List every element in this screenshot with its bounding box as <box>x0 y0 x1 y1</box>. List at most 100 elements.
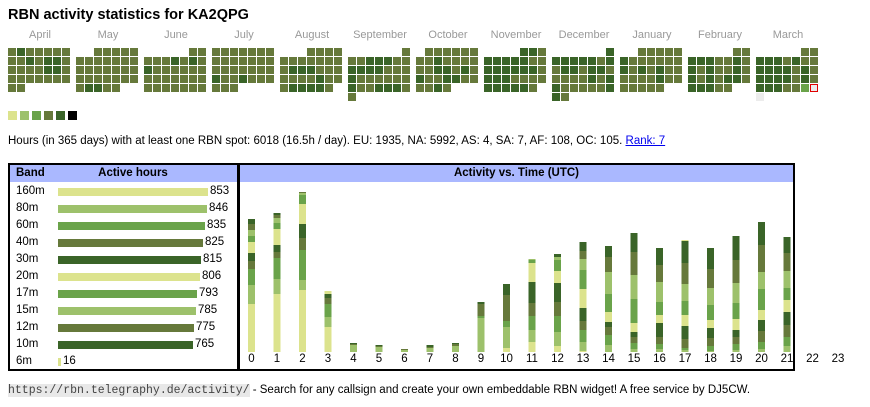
calendar-day[interactable] <box>461 75 469 83</box>
calendar-day[interactable] <box>334 66 342 74</box>
calendar-day[interactable] <box>520 84 528 92</box>
calendar-day[interactable] <box>17 48 25 56</box>
calendar-day[interactable] <box>561 57 569 65</box>
calendar-day[interactable] <box>121 57 129 65</box>
calendar-day[interactable] <box>17 57 25 65</box>
calendar-day[interactable] <box>715 57 723 65</box>
calendar-day[interactable] <box>810 66 818 74</box>
calendar-day[interactable] <box>384 57 392 65</box>
calendar-day[interactable] <box>8 84 16 92</box>
calendar-day[interactable] <box>629 84 637 92</box>
calendar-day[interactable] <box>62 75 70 83</box>
calendar-day[interactable] <box>180 57 188 65</box>
calendar-day[interactable] <box>484 57 492 65</box>
calendar-day[interactable] <box>26 75 34 83</box>
calendar-day[interactable] <box>606 75 614 83</box>
calendar-day[interactable] <box>552 57 560 65</box>
calendar-day[interactable] <box>85 75 93 83</box>
calendar-day[interactable] <box>35 48 43 56</box>
calendar-day[interactable] <box>26 48 34 56</box>
calendar-day[interactable] <box>765 75 773 83</box>
calendar-day[interactable] <box>8 48 16 56</box>
calendar-day[interactable] <box>144 75 152 83</box>
calendar-day[interactable] <box>656 48 664 56</box>
calendar-day[interactable] <box>606 84 614 92</box>
calendar-day[interactable] <box>801 75 809 83</box>
calendar-day[interactable] <box>416 66 424 74</box>
calendar-day[interactable] <box>289 66 297 74</box>
calendar-day[interactable] <box>443 57 451 65</box>
calendar-day[interactable] <box>742 66 750 74</box>
calendar-day[interactable] <box>810 48 818 56</box>
calendar-day[interactable] <box>298 66 306 74</box>
calendar-day[interactable] <box>94 84 102 92</box>
calendar-day[interactable] <box>212 75 220 83</box>
calendar-day[interactable] <box>325 57 333 65</box>
calendar-day[interactable] <box>153 75 161 83</box>
calendar-day[interactable] <box>579 75 587 83</box>
calendar-day[interactable] <box>44 75 52 83</box>
calendar-day[interactable] <box>239 75 247 83</box>
calendar-day[interactable] <box>765 84 773 92</box>
calendar-day[interactable] <box>706 66 714 74</box>
calendar-day[interactable] <box>289 84 297 92</box>
calendar-day[interactable] <box>121 48 129 56</box>
calendar-day[interactable] <box>425 66 433 74</box>
calendar-day[interactable] <box>189 84 197 92</box>
calendar-day[interactable] <box>307 66 315 74</box>
calendar-day[interactable] <box>248 48 256 56</box>
calendar-day[interactable] <box>443 75 451 83</box>
calendar-day[interactable] <box>348 57 356 65</box>
calendar-day[interactable] <box>561 66 569 74</box>
calendar-day[interactable] <box>724 75 732 83</box>
calendar-day[interactable] <box>221 66 229 74</box>
calendar-day[interactable] <box>801 57 809 65</box>
calendar-day[interactable] <box>198 84 206 92</box>
calendar-day[interactable] <box>130 66 138 74</box>
calendar-day[interactable] <box>756 66 764 74</box>
calendar-day[interactable] <box>434 57 442 65</box>
calendar-day[interactable] <box>470 57 478 65</box>
calendar-day[interactable] <box>8 75 16 83</box>
calendar-day[interactable] <box>597 66 605 74</box>
calendar-day[interactable] <box>307 75 315 83</box>
calendar-day[interactable] <box>239 48 247 56</box>
calendar-day[interactable] <box>17 84 25 92</box>
calendar-day[interactable] <box>801 84 809 92</box>
calendar-day[interactable] <box>384 66 392 74</box>
calendar-day[interactable] <box>552 93 560 101</box>
calendar-day[interactable] <box>697 66 705 74</box>
calendar-day[interactable] <box>638 84 646 92</box>
calendar-day[interactable] <box>180 66 188 74</box>
calendar-day[interactable] <box>298 84 306 92</box>
calendar-day[interactable] <box>375 75 383 83</box>
calendar-day[interactable] <box>588 57 596 65</box>
calendar-day[interactable] <box>316 48 324 56</box>
calendar-day[interactable] <box>597 84 605 92</box>
rank-link[interactable]: Rank: 7 <box>625 135 666 147</box>
calendar-day[interactable] <box>620 66 628 74</box>
calendar-day[interactable] <box>180 84 188 92</box>
calendar-day[interactable] <box>461 57 469 65</box>
calendar-day[interactable] <box>443 84 451 92</box>
calendar-day[interactable] <box>298 57 306 65</box>
calendar-day[interactable] <box>570 75 578 83</box>
calendar-day[interactable] <box>647 48 655 56</box>
calendar-day[interactable] <box>493 57 501 65</box>
calendar-day[interactable] <box>402 75 410 83</box>
calendar-day[interactable] <box>452 48 460 56</box>
calendar-day[interactable] <box>638 48 646 56</box>
calendar-day[interactable] <box>697 57 705 65</box>
calendar-day[interactable] <box>493 84 501 92</box>
calendar-day[interactable] <box>706 57 714 65</box>
calendar-day[interactable] <box>733 48 741 56</box>
calendar-day[interactable] <box>112 66 120 74</box>
calendar-day[interactable] <box>674 66 682 74</box>
calendar-day[interactable] <box>348 84 356 92</box>
calendar-day[interactable] <box>792 84 800 92</box>
calendar-day[interactable] <box>579 84 587 92</box>
calendar-day[interactable] <box>656 75 664 83</box>
calendar-day[interactable] <box>280 66 288 74</box>
calendar-day[interactable] <box>511 66 519 74</box>
calendar-day[interactable] <box>26 66 34 74</box>
